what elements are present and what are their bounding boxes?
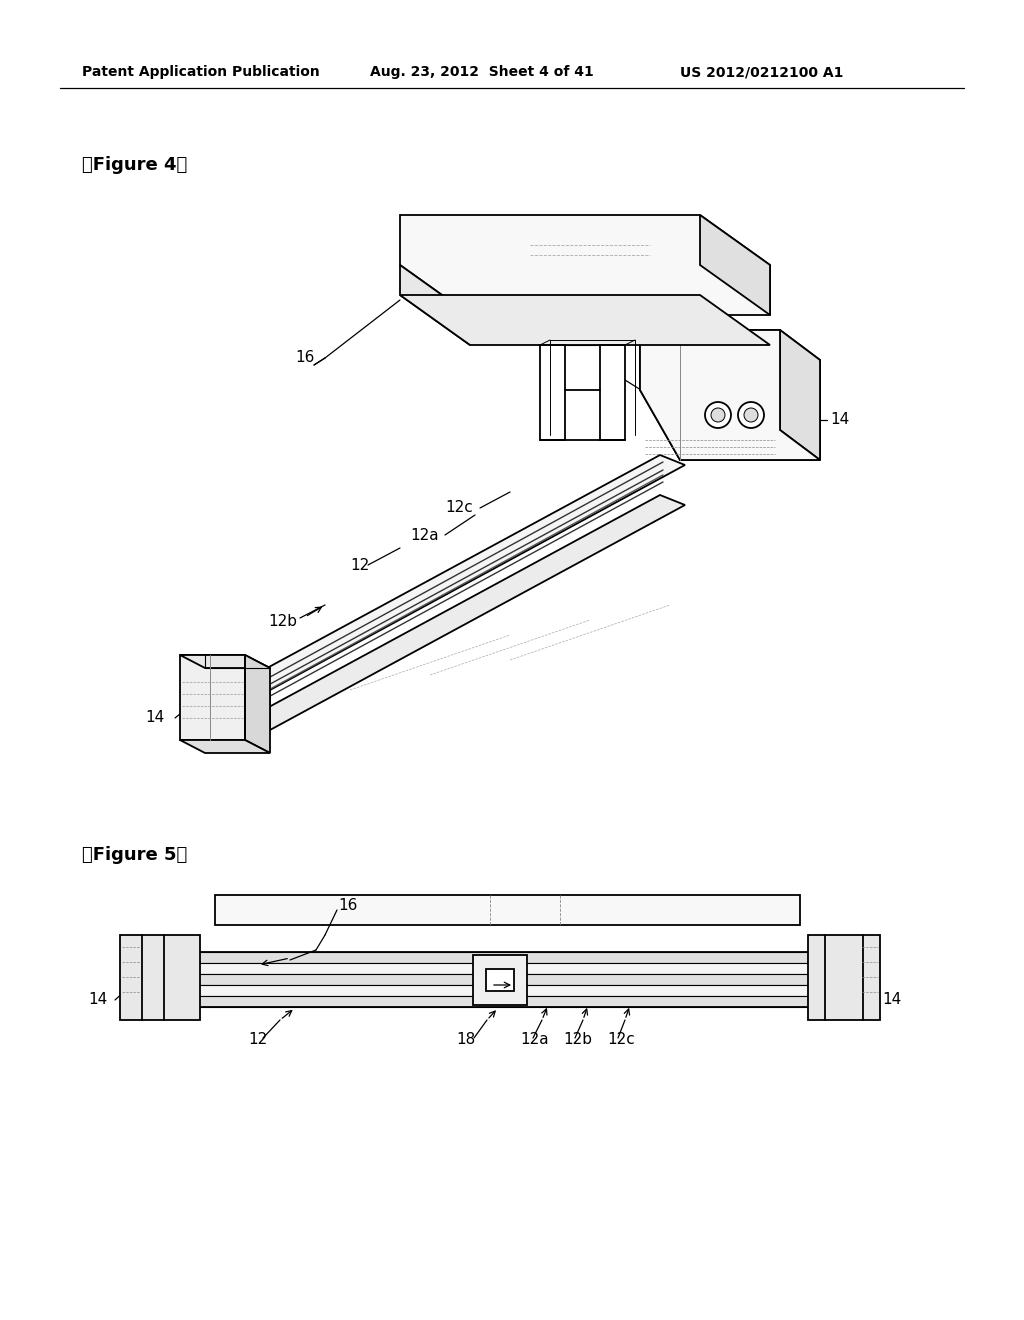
Polygon shape (473, 954, 527, 1005)
Circle shape (738, 403, 764, 428)
Text: 12: 12 (350, 557, 370, 573)
Text: 12a: 12a (520, 1032, 549, 1048)
Text: 14: 14 (882, 993, 901, 1007)
Polygon shape (245, 495, 685, 730)
Polygon shape (120, 935, 200, 1020)
Polygon shape (780, 330, 820, 459)
Polygon shape (700, 215, 770, 315)
Circle shape (705, 403, 731, 428)
Text: 14: 14 (145, 710, 164, 726)
Text: Patent Application Publication: Patent Application Publication (82, 65, 319, 79)
Text: 16: 16 (295, 351, 314, 366)
Polygon shape (195, 974, 810, 985)
Text: 【Figure 5】: 【Figure 5】 (82, 846, 187, 865)
Polygon shape (195, 997, 810, 1007)
Text: 12c: 12c (607, 1032, 635, 1048)
Polygon shape (400, 215, 770, 315)
Polygon shape (195, 964, 810, 974)
Text: 12b: 12b (563, 1032, 592, 1048)
Polygon shape (245, 680, 270, 730)
Text: 14: 14 (830, 412, 849, 428)
Polygon shape (180, 655, 245, 741)
Text: Aug. 23, 2012  Sheet 4 of 41: Aug. 23, 2012 Sheet 4 of 41 (370, 65, 594, 79)
Text: 18: 18 (456, 1032, 475, 1048)
Polygon shape (195, 985, 810, 997)
Polygon shape (245, 455, 685, 690)
Text: 18: 18 (645, 383, 665, 397)
Polygon shape (640, 330, 820, 459)
Text: 12: 12 (248, 1032, 267, 1048)
Polygon shape (640, 330, 820, 459)
Text: 12a: 12a (410, 528, 438, 543)
Polygon shape (215, 895, 800, 925)
Polygon shape (180, 741, 270, 752)
Text: 【Figure 4】: 【Figure 4】 (82, 156, 187, 174)
Text: 12c: 12c (445, 500, 473, 516)
Polygon shape (486, 969, 514, 991)
Text: US 2012/0212100 A1: US 2012/0212100 A1 (680, 65, 844, 79)
Polygon shape (400, 265, 470, 345)
Text: 16: 16 (338, 898, 357, 912)
Polygon shape (400, 294, 770, 345)
Text: 12b: 12b (268, 615, 297, 630)
Circle shape (744, 408, 758, 422)
Polygon shape (808, 935, 880, 1020)
Polygon shape (245, 655, 270, 752)
Circle shape (711, 408, 725, 422)
Polygon shape (195, 952, 810, 964)
Text: 12d: 12d (770, 345, 799, 359)
Text: 14: 14 (88, 993, 108, 1007)
Polygon shape (180, 655, 270, 668)
